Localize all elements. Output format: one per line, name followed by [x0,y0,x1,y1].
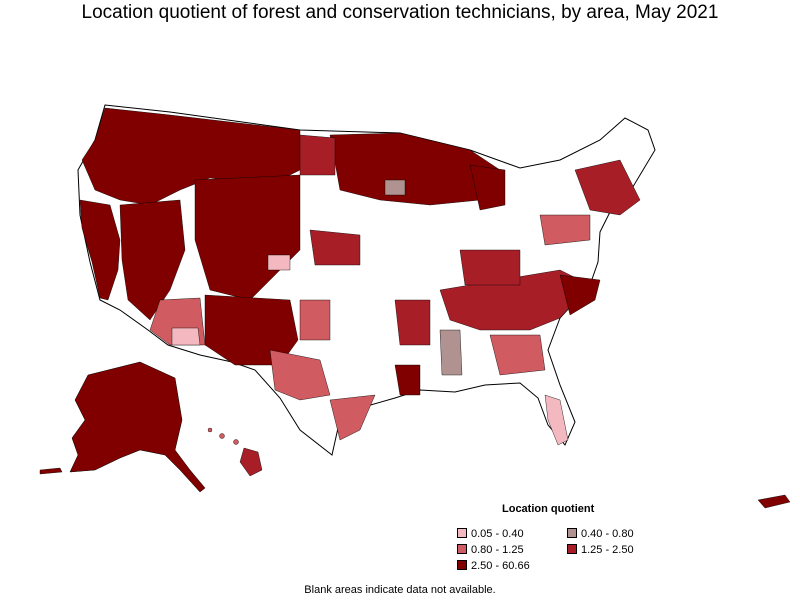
map-legend: Location quotient 0.05 - 0.40 0.40 - 0.8… [455,503,685,575]
region-arkansas [394,299,431,346]
legend-label-4: 2.50 - 60.66 [471,560,530,572]
region-carolinas [559,274,601,316]
region-iowa-gray [384,179,406,196]
region-alaska [69,361,206,493]
legend-label-1: 0.40 - 0.80 [581,528,634,540]
region-mississippi [439,329,463,376]
region-hawaii [207,427,263,477]
region-california-coast [79,199,121,301]
region-central-plains [309,229,361,266]
region-northeast [574,159,641,216]
region-louisiana [394,364,421,396]
region-ohio-valley [459,249,521,286]
region-mid-atlantic [539,214,591,246]
region-texas-gulf [329,394,376,441]
legend-swatch-4 [457,560,467,570]
map-title: Location quotient of forest and conserva… [81,2,719,23]
legend-title: Location quotient [502,503,595,515]
legend-label-3: 1.25 - 2.50 [581,544,634,556]
legend-item-3: 1.25 - 2.50 [567,544,634,556]
region-dakotas [299,134,336,176]
legend-label-2: 0.80 - 1.25 [471,544,524,556]
legend-item-4: 2.50 - 60.66 [457,560,530,572]
region-texas [269,349,331,401]
region-michigan [469,164,506,211]
region-oklahoma [299,299,331,341]
legend-item-0: 0.05 - 0.40 [457,528,524,540]
legend-label-0: 0.05 - 0.40 [471,528,524,540]
region-puerto-rico [757,494,791,509]
alaska-islands [39,467,63,475]
region-colorado-pink [267,254,291,271]
legend-swatch-1 [567,528,577,538]
legend-swatch-0 [457,528,467,538]
legend-swatch-2 [457,544,467,554]
legend-item-2: 0.80 - 1.25 [457,544,524,556]
region-arizona-south [171,327,201,346]
legend-item-1: 0.40 - 0.80 [567,528,634,540]
region-georgia [489,334,546,376]
region-florida [544,394,569,446]
footnote: Blank areas indicate data not available. [304,584,496,596]
legend-swatch-3 [567,544,577,554]
